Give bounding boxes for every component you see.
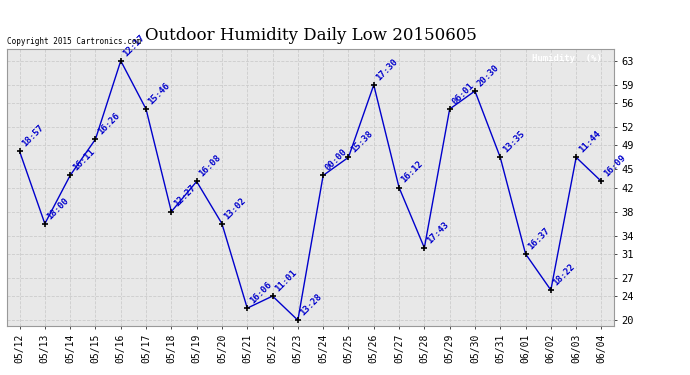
Text: 12:27: 12:27 [172,183,197,209]
Text: 12:17: 12:17 [121,33,147,58]
Title: Outdoor Humidity Daily Low 20150605: Outdoor Humidity Daily Low 20150605 [145,27,476,44]
Text: 16:08: 16:08 [197,153,223,179]
Text: 17:43: 17:43 [425,220,451,245]
Text: 11:44: 11:44 [577,129,602,154]
Text: 13:35: 13:35 [501,129,526,154]
Text: 18:57: 18:57 [20,123,46,148]
Text: 00:00: 00:00 [324,147,349,172]
Text: 13:28: 13:28 [299,292,324,318]
Text: 16:37: 16:37 [526,226,551,251]
Text: 18:00: 18:00 [46,195,71,221]
Text: 16:26: 16:26 [96,111,121,136]
Text: 15:38: 15:38 [349,129,375,154]
Text: 16:12: 16:12 [400,159,425,185]
Text: 06:01: 06:01 [451,81,475,106]
Text: 18:22: 18:22 [551,262,577,287]
Text: Copyright 2015 Cartronics.com: Copyright 2015 Cartronics.com [7,37,141,46]
Text: 15:46: 15:46 [147,81,172,106]
Text: 17:30: 17:30 [375,57,400,82]
Text: 16:11: 16:11 [71,147,96,172]
Text: 16:06: 16:06 [248,280,273,305]
Text: 13:02: 13:02 [223,195,248,221]
Text: 16:09: 16:09 [602,153,627,179]
Text: 11:01: 11:01 [273,268,299,293]
Text: 20:30: 20:30 [475,63,501,88]
